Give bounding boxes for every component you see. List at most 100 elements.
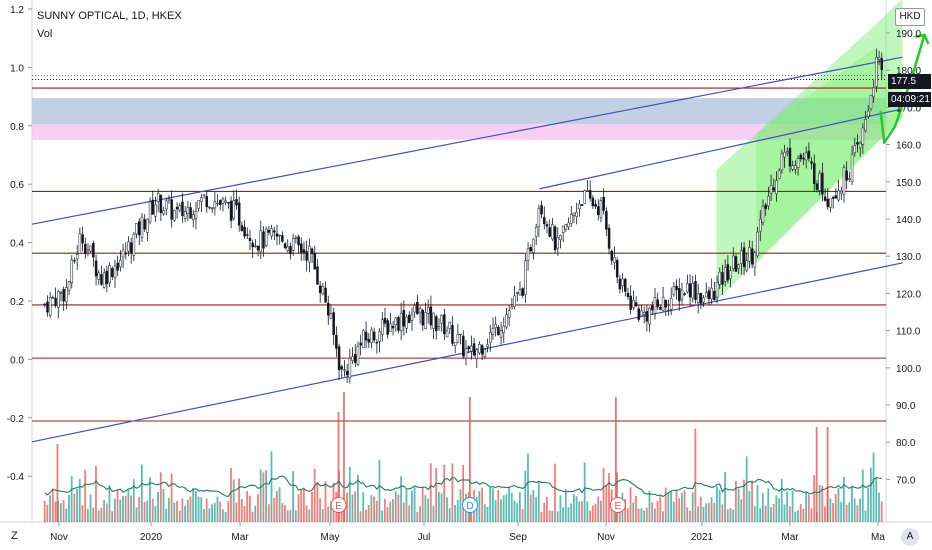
volume-bar: [329, 501, 332, 522]
volume-bar: [181, 498, 184, 522]
candle-body: [607, 227, 611, 249]
volume-bar: [197, 496, 200, 522]
candle-body: [216, 202, 219, 205]
candle-body: [129, 242, 133, 253]
volume-bar: [95, 465, 97, 522]
candle-body: [367, 338, 371, 343]
volume-bar: [545, 496, 548, 522]
candle-body: [335, 335, 338, 349]
event-marker-1: D: [462, 497, 478, 513]
volume-bar: [567, 507, 570, 522]
volume-bar: [289, 510, 292, 522]
volume-spike: [343, 392, 345, 522]
candle-body: [521, 288, 524, 296]
volume-bar: [230, 467, 232, 522]
candle-body: [818, 172, 821, 191]
volume-bar: [251, 511, 254, 522]
candle-body: [372, 331, 376, 341]
right-tick-label: 90.0: [896, 401, 916, 412]
candle-body: [143, 219, 146, 230]
volume-bar: [49, 495, 51, 522]
volume-bar: [805, 491, 807, 522]
volume-bar: [243, 505, 246, 522]
candle-body: [286, 246, 290, 251]
volume-label: Vol: [37, 28, 53, 40]
candle-body: [364, 331, 368, 341]
right-tick-label: 140.0: [896, 215, 921, 226]
volume-bar: [856, 505, 859, 522]
volume-bar: [51, 488, 54, 522]
candle-body: [300, 243, 303, 253]
candle-body: [802, 157, 805, 160]
volume-bar: [248, 495, 251, 522]
candle-body: [602, 196, 605, 211]
volume-bar: [419, 506, 421, 522]
volume-bar: [767, 488, 770, 522]
volume-bar: [413, 487, 416, 522]
candle-body: [605, 211, 608, 230]
volume-bar: [397, 494, 400, 522]
candle-body: [316, 266, 319, 285]
candle-body: [156, 192, 160, 202]
candle-body: [111, 268, 114, 277]
candle-body: [178, 205, 182, 211]
volume-bar: [653, 508, 656, 522]
candle-body: [694, 281, 697, 300]
candle-body: [675, 285, 678, 291]
candle-body: [713, 291, 716, 301]
candle-body: [205, 196, 209, 208]
candle-body: [705, 292, 708, 298]
volume-bar: [402, 502, 405, 522]
volume-spike: [615, 397, 617, 522]
candle-body: [194, 211, 198, 219]
volume-bar: [632, 502, 635, 522]
volume-bar: [275, 491, 278, 522]
volume-bar: [807, 494, 810, 522]
candle-body: [880, 58, 884, 71]
volume-bar: [594, 503, 597, 522]
candle-body: [202, 194, 206, 197]
candle-body: [572, 212, 576, 216]
candle-body: [507, 310, 511, 318]
volume-bar: [305, 505, 308, 522]
candle-body: [807, 150, 811, 159]
candle-body: [224, 200, 227, 203]
candle-body: [167, 198, 171, 201]
candle-body: [875, 57, 878, 87]
volume-bar: [837, 488, 840, 522]
candle-body: [745, 260, 749, 271]
volume-bar: [602, 467, 605, 522]
candle-body: [513, 295, 516, 307]
candle-body: [761, 206, 765, 223]
right-tick-label: 100.0: [896, 364, 921, 375]
candle-body: [54, 297, 57, 306]
candle-body: [548, 227, 551, 237]
volume-bar: [224, 511, 227, 522]
auto-scale-button[interactable]: A: [901, 528, 919, 546]
candle-body: [707, 290, 711, 300]
left-tick-label: 0.0: [10, 355, 24, 366]
volume-bar: [319, 498, 321, 522]
volume-bar: [521, 509, 524, 522]
candle-body: [332, 312, 335, 335]
volume-bar: [189, 496, 192, 522]
candle-body: [132, 233, 136, 256]
left-tick-label: 0.8: [10, 122, 24, 133]
candle-body: [510, 306, 514, 310]
candle-body: [186, 207, 190, 214]
candle-body: [162, 210, 165, 215]
candle-body: [437, 326, 441, 329]
zoom-toggle[interactable]: Z: [11, 530, 18, 542]
candle-body: [227, 202, 230, 204]
candle-body: [146, 218, 149, 233]
candle-body: [845, 170, 848, 181]
candle-body: [97, 272, 101, 280]
candle-body: [119, 259, 122, 268]
volume-bar: [678, 498, 681, 522]
candle-body: [389, 323, 392, 332]
volume-bar: [267, 504, 270, 522]
volume-bar: [454, 505, 456, 522]
currency-button[interactable]: HKD: [895, 8, 925, 26]
candle-body: [278, 234, 281, 237]
